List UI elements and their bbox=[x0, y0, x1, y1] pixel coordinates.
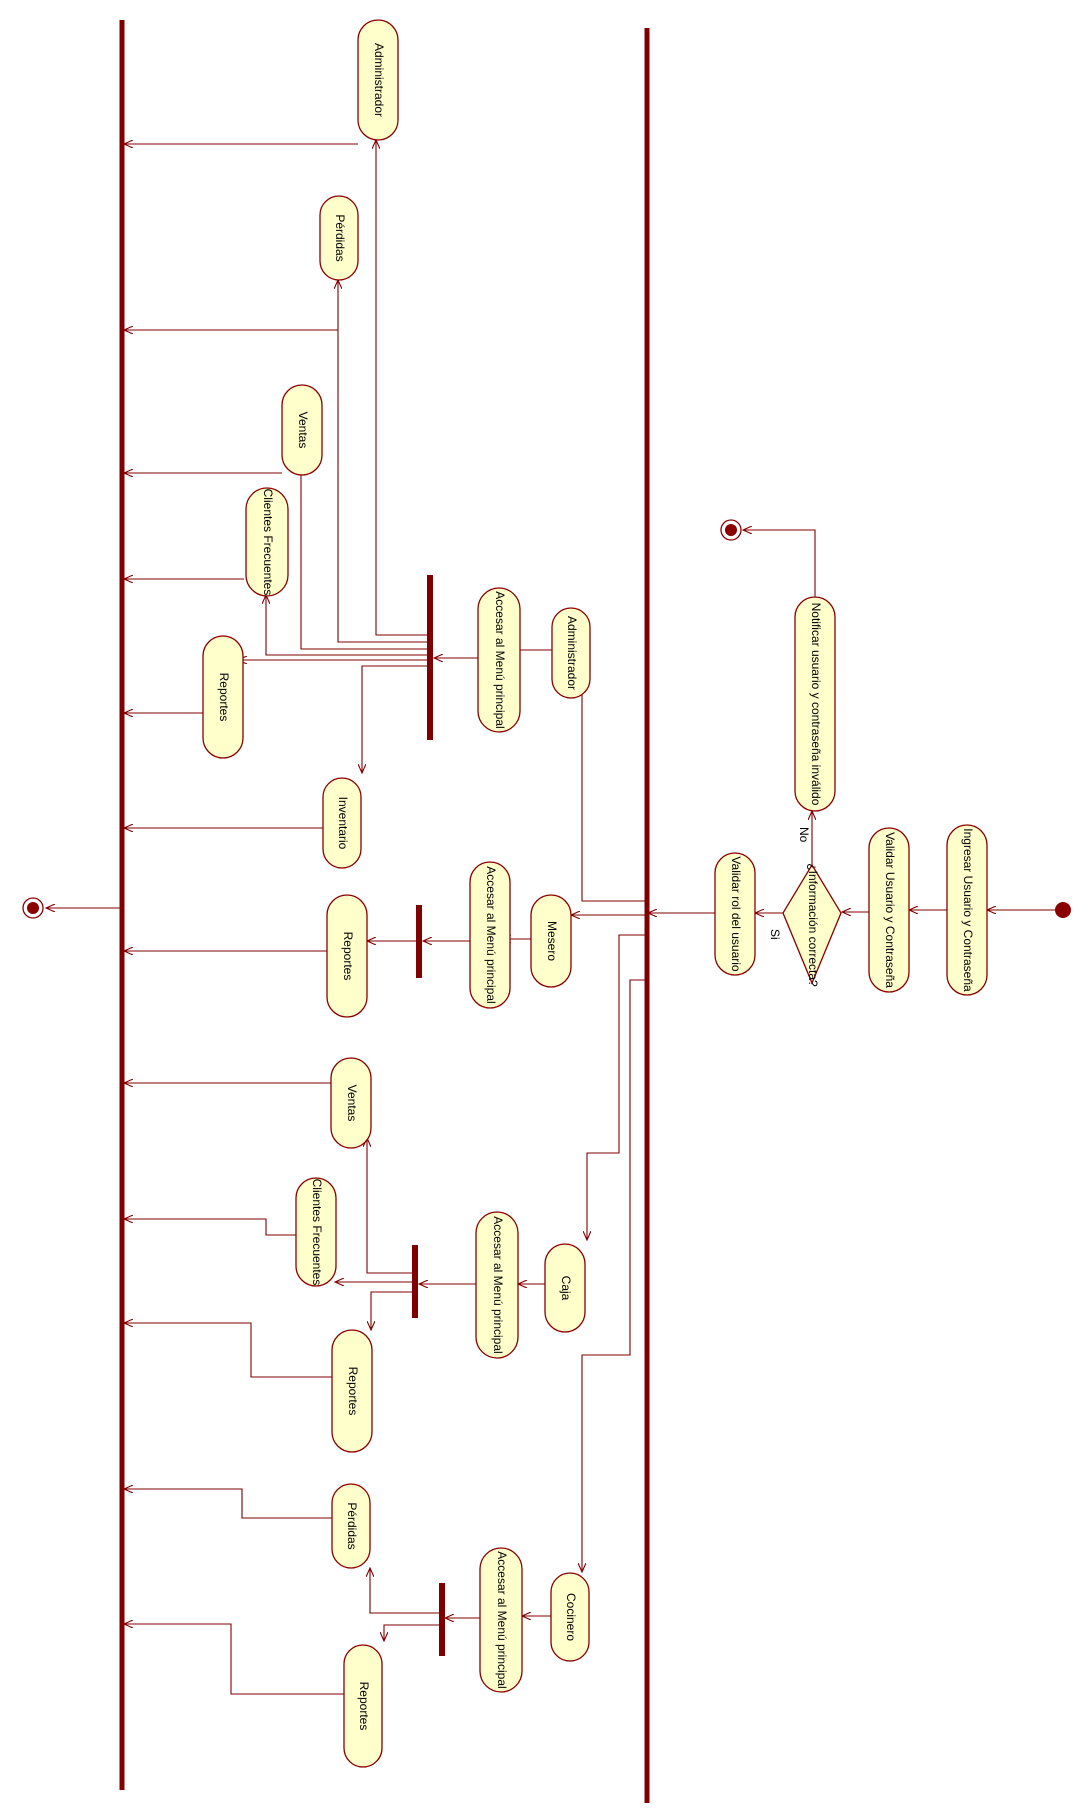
activity-validar-rol: Validar rol del usuario bbox=[714, 852, 756, 976]
activity-accesar-menu-cocina: Accesar al Menú principal bbox=[479, 1547, 523, 1693]
activity-clientes-frecuentes-admin: Clientes Frecuentes bbox=[245, 487, 289, 597]
activity-notificar: Notificar usuario y contraseña inválido bbox=[794, 596, 836, 812]
svg-text:Accesar al Menú principal: Accesar al Menú principal bbox=[484, 866, 498, 1003]
flow-lane-cocinero bbox=[582, 979, 648, 1572]
activity-reportes-caja: Reportes bbox=[331, 1329, 373, 1453]
svg-text:Cocinero: Cocinero bbox=[564, 1593, 578, 1641]
activity-perdidas-cocina: Pérdidas bbox=[331, 1483, 371, 1569]
svg-text:Administrador: Administrador bbox=[565, 616, 579, 690]
flow-fork-clientes bbox=[266, 595, 427, 656]
final-node-right bbox=[720, 519, 742, 541]
svg-text:Reportes: Reportes bbox=[217, 673, 231, 722]
flow-fork-reportes-caja bbox=[371, 1291, 412, 1330]
svg-text:Reportes: Reportes bbox=[346, 1367, 360, 1416]
svg-text:Pérdidas: Pérdidas bbox=[345, 1502, 359, 1549]
svg-text:Clientes Frecuentes: Clientes Frecuentes bbox=[310, 1179, 324, 1286]
fork-bar-admin bbox=[427, 575, 433, 740]
decision-informacion-label: ¿Información correcta? bbox=[806, 863, 820, 987]
svg-text:Validar Usuario y Contraseña: Validar Usuario y Contraseña bbox=[883, 832, 897, 988]
activity-mesero: Mesero bbox=[530, 894, 572, 988]
svg-text:Ventas: Ventas bbox=[345, 1085, 359, 1122]
flow-lane-administrador bbox=[582, 680, 648, 902]
flow-fork-inventario bbox=[362, 665, 427, 773]
guard-si: Si bbox=[768, 929, 782, 940]
initial-node bbox=[1055, 902, 1071, 918]
activity-administrador: Administrador bbox=[551, 607, 591, 699]
flow-reportes-caja-out bbox=[124, 1323, 332, 1378]
svg-text:Ventas: Ventas bbox=[296, 412, 310, 449]
flow-fork-perdidas-cocina bbox=[370, 1568, 439, 1614]
activity-perdidas-admin: Pérdidas bbox=[319, 195, 359, 281]
svg-text:Accesar al Menú principal: Accesar al Menú principal bbox=[495, 1551, 509, 1688]
decision-informacion-diamond bbox=[782, 863, 842, 985]
svg-text:Accesar al Menú principal: Accesar al Menú principal bbox=[493, 591, 507, 728]
activity-accesar-menu-mesero: Accesar al Menú principal bbox=[469, 861, 511, 1009]
svg-text:Administrador: Administrador bbox=[372, 43, 386, 117]
final-node-left bbox=[22, 897, 44, 919]
svg-text:Clientes Frecuentes: Clientes Frecuentes bbox=[261, 489, 275, 596]
flow-lane-caja bbox=[587, 934, 648, 1240]
activity-accesar-menu-caja: Accesar al Menú principal bbox=[475, 1211, 519, 1359]
flow-fork-reportes-cocina bbox=[384, 1624, 439, 1641]
activity-clientes-frecuentes-caja: Clientes Frecuentes bbox=[295, 1177, 337, 1287]
svg-text:Mesero: Mesero bbox=[545, 921, 559, 961]
activity-cocinero: Cocinero bbox=[550, 1572, 590, 1662]
activity-administrador-top: Administrador bbox=[357, 19, 399, 141]
svg-text:Pérdidas: Pérdidas bbox=[333, 214, 347, 261]
svg-text:Inventario: Inventario bbox=[336, 797, 350, 850]
activity-ventas-caja: Ventas bbox=[330, 1057, 372, 1149]
activity-inventario: Inventario bbox=[322, 777, 362, 869]
flow-fork-perdidas bbox=[338, 280, 427, 643]
fork-bar-mesero bbox=[416, 905, 422, 978]
guard-no: No bbox=[797, 827, 811, 843]
activity-ingresar-usuario: Ingresar Usuario y Contraseña bbox=[946, 824, 988, 996]
svg-text:Caja: Caja bbox=[559, 1276, 573, 1301]
flow-fork-ventas bbox=[301, 445, 427, 650]
activity-accesar-menu-admin: Accesar al Menú principal bbox=[477, 587, 521, 733]
flow-fork-admintop bbox=[376, 140, 427, 636]
activity-reportes-cocina: Reportes bbox=[343, 1644, 383, 1768]
svg-text:Notificar usuario y contraseña: Notificar usuario y contraseña inválido bbox=[809, 603, 823, 806]
activity-ventas-admin: Ventas bbox=[281, 384, 323, 476]
flow-clientes-caja-out bbox=[124, 1219, 296, 1236]
fork-bar-caja bbox=[412, 1245, 418, 1318]
flow-fork-ventas-caja bbox=[367, 1138, 412, 1274]
svg-text:Ingresar Usuario y Contraseña: Ingresar Usuario y Contraseña bbox=[961, 828, 975, 992]
activity-validar-usuario: Validar Usuario y Contraseña bbox=[868, 827, 910, 993]
activity-reportes-mesero: Reportes bbox=[326, 894, 368, 1018]
activity-caja: Caja bbox=[544, 1243, 586, 1333]
flow-reportes-cocina-out bbox=[124, 1624, 344, 1695]
svg-text:Reportes: Reportes bbox=[341, 932, 355, 981]
activity-reportes-admin: Reportes bbox=[202, 635, 244, 759]
flow-perdidas-cocina-out bbox=[124, 1489, 332, 1519]
svg-text:Validar rol del usuario: Validar rol del usuario bbox=[729, 856, 743, 971]
flow-notificar-final bbox=[743, 530, 816, 597]
svg-text:Reportes: Reportes bbox=[357, 1682, 371, 1731]
svg-text:Accesar al Menú principal: Accesar al Menú principal bbox=[491, 1216, 505, 1353]
fork-bar-cocina bbox=[439, 1583, 445, 1656]
